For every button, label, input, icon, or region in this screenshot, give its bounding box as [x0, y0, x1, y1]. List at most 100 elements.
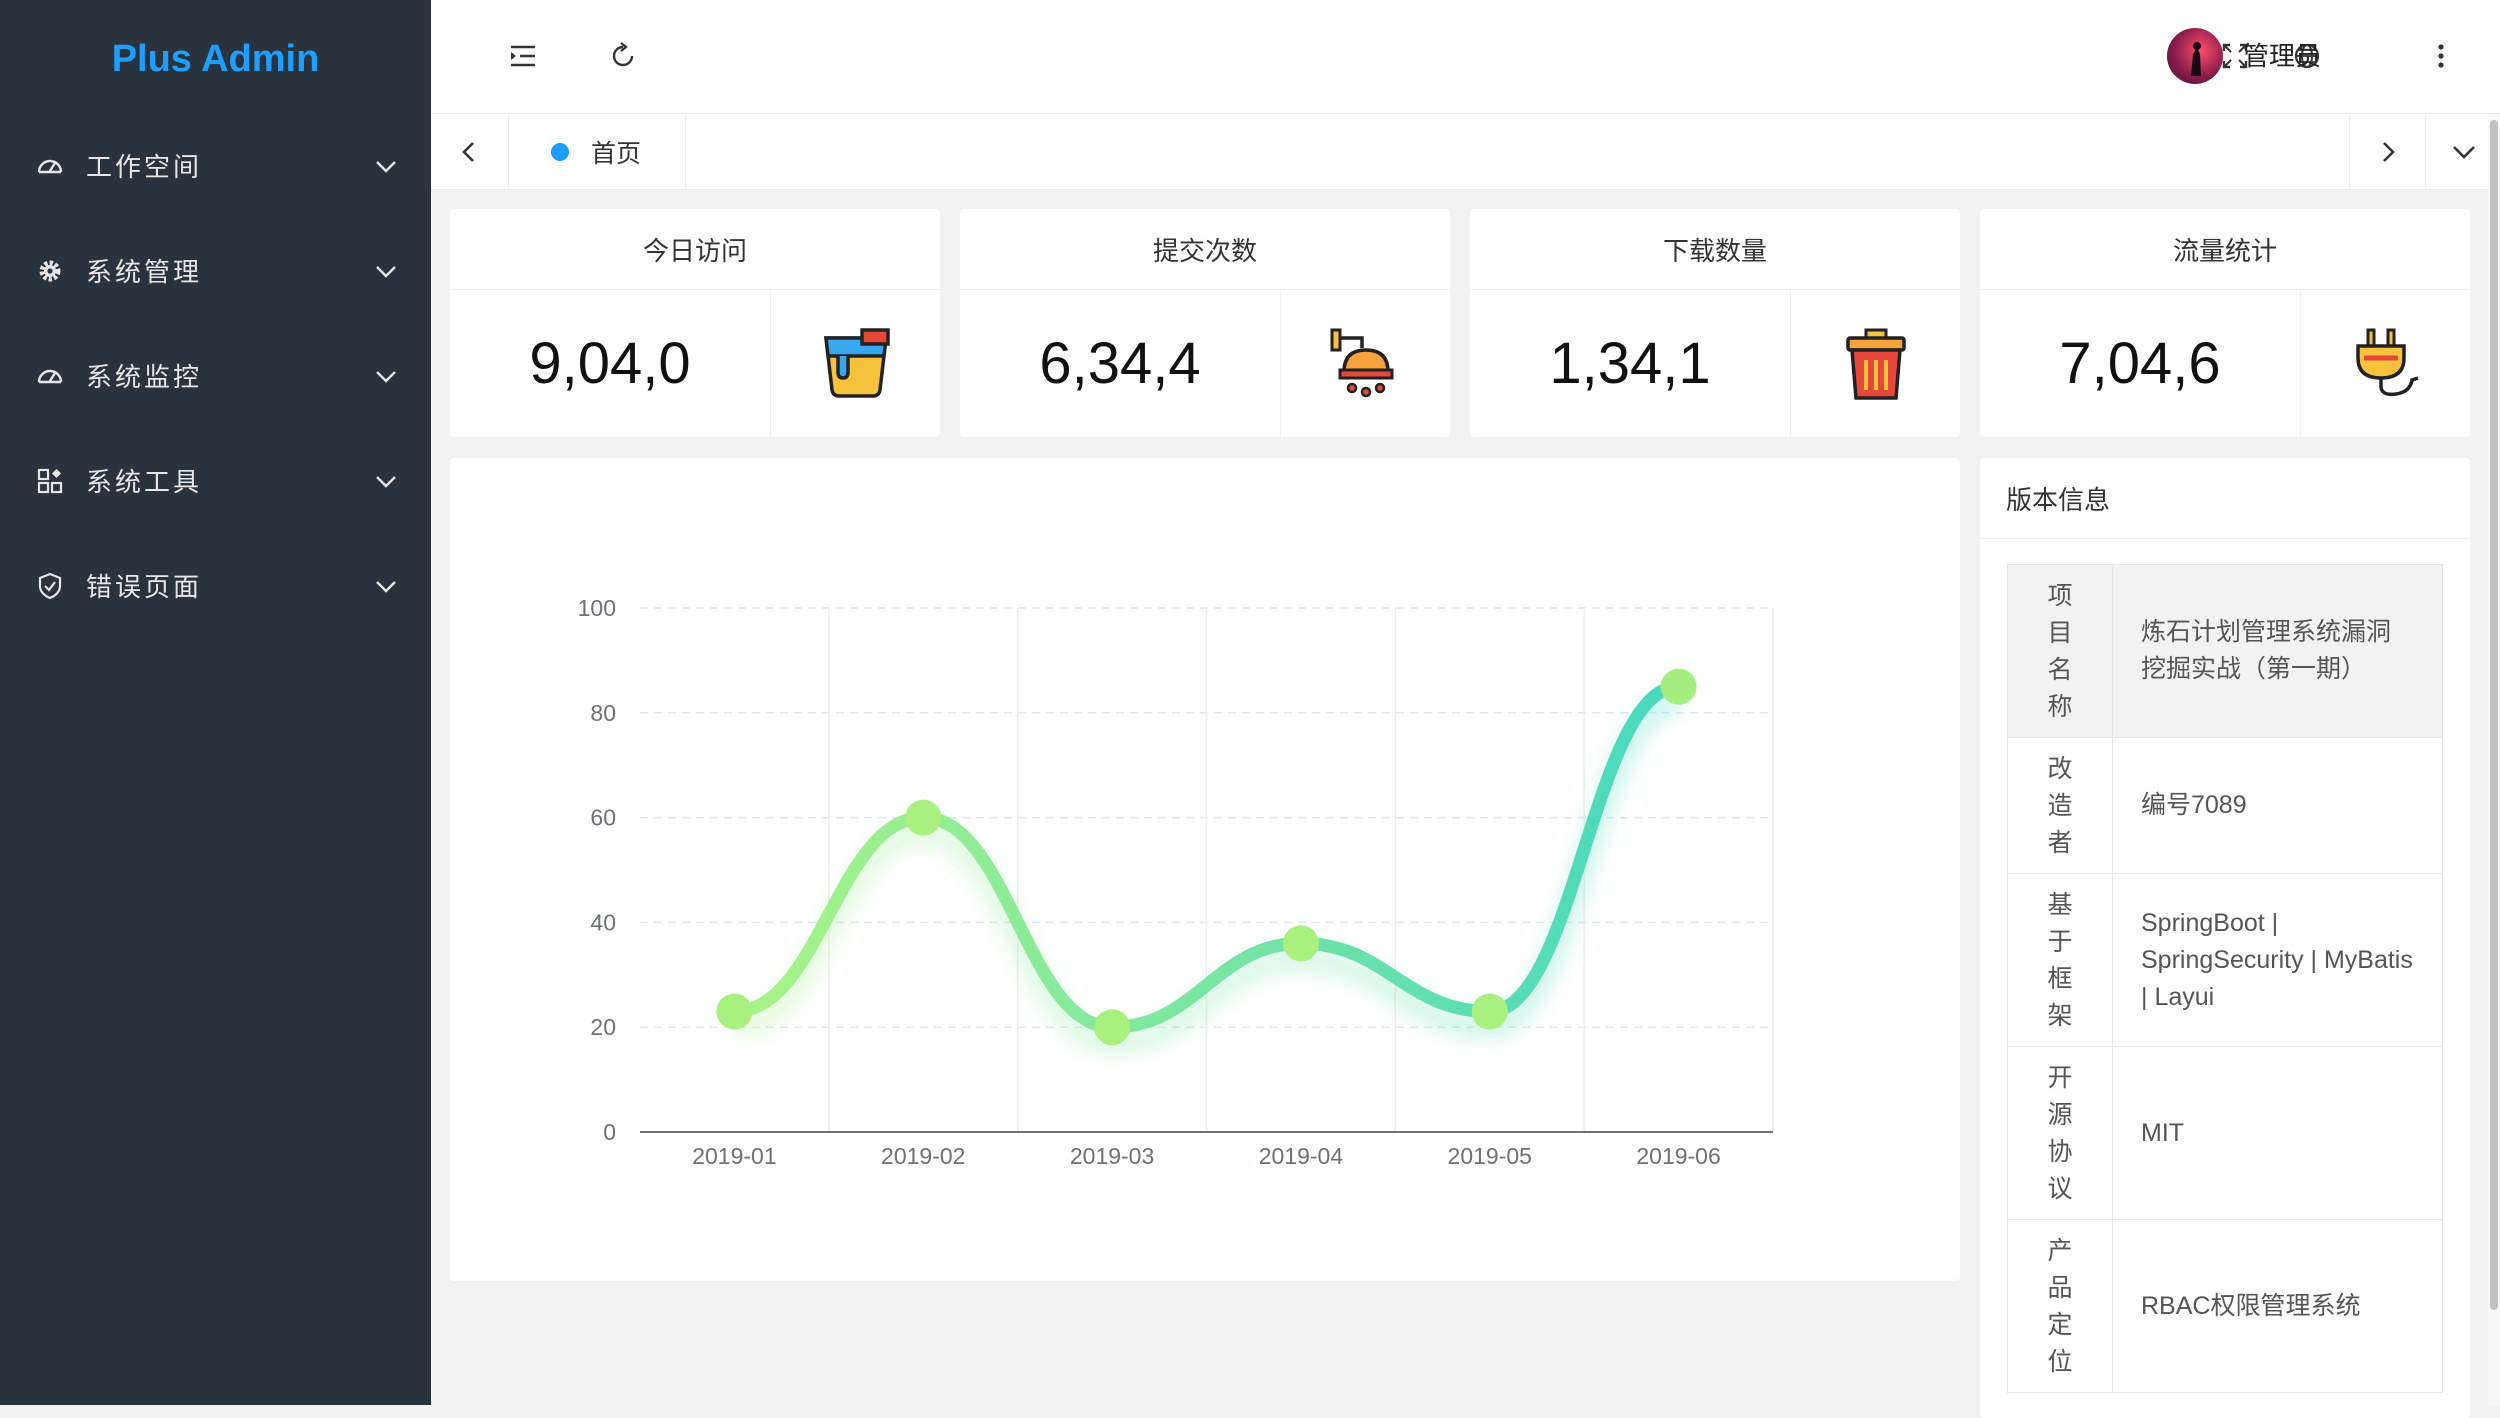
user-name[interactable]: 管理员: [2243, 42, 2322, 72]
x-tick-label: 2019-02: [881, 1143, 965, 1169]
stat-card-value: 7,04,6: [2059, 331, 2221, 396]
stat-card-submissions: 提交次数 6,34,4: [960, 209, 1450, 437]
chevron-down-icon: [376, 370, 396, 383]
table-key-cell: 基于框架: [2007, 873, 2113, 1047]
y-tick-label: 40: [590, 909, 616, 935]
version-info-panel: 版本信息 项目名称 炼石计划管理系统漏洞挖掘实战（第一期） 改造者 编号7089…: [1980, 458, 2470, 1418]
more-button[interactable]: [2413, 28, 2469, 84]
avatar[interactable]: [2167, 28, 2223, 84]
series-glow-path: [733, 693, 1680, 1053]
y-tick-label: 80: [590, 700, 616, 726]
sidebar-item-label: 错误页面: [86, 573, 203, 603]
divider: [1980, 538, 2470, 539]
table-value-cell: RBAC权限管理系统: [2112, 1219, 2443, 1393]
table-row: 项目名称 炼石计划管理系统漏洞挖掘实战（第一期）: [2007, 564, 2443, 738]
app-logo[interactable]: Plus Admin: [111, 38, 320, 80]
more-vertical-icon: [2438, 44, 2444, 68]
chevron-down-icon: [376, 475, 396, 488]
y-tick-label: 0: [603, 1119, 616, 1145]
shower-icon: [1280, 290, 1451, 437]
language-globe-icon: [2294, 43, 2320, 69]
y-tick-label: 20: [590, 1014, 616, 1040]
tab-home[interactable]: 首页: [508, 114, 686, 189]
table-row: 产品定位 RBAC权限管理系统: [2007, 1219, 2443, 1393]
menu-fold-button[interactable]: [495, 28, 551, 84]
row-key: 基于框架: [2047, 890, 2073, 1030]
panel-title: 版本信息: [2006, 485, 2111, 516]
stat-card-title: 今日访问: [450, 209, 940, 290]
sidebar-item-label: 系统监控: [86, 363, 203, 393]
version-info-table: 项目名称 炼石计划管理系统漏洞挖掘实战（第一期） 改造者 编号7089 基于框架…: [2007, 564, 2443, 1393]
power-plug-icon: [2300, 290, 2471, 437]
table-value-cell: 编号7089: [2112, 737, 2443, 874]
top-header: 管理员: [431, 0, 2500, 114]
paint-bucket-icon: [770, 290, 941, 437]
trash-bin-icon: [1790, 290, 1961, 437]
tabs-dropdown-button[interactable]: [2425, 114, 2500, 189]
series-glow: [733, 693, 1680, 1053]
table-key-cell: 项目名称: [2007, 564, 2113, 738]
x-tick-label: 2019-01: [692, 1143, 776, 1169]
row-key: 改造者: [2047, 754, 2073, 857]
sidebar-item-label: 工作空间: [86, 153, 203, 183]
sidebar-item-system-management[interactable]: 系统管理: [0, 218, 431, 323]
language-button[interactable]: [2279, 28, 2335, 84]
dashboard-icon: [34, 150, 66, 182]
table-row: 基于框架 SpringBoot | SpringSecurity | MyBat…: [2007, 873, 2443, 1047]
data-point[interactable]: [905, 799, 942, 836]
sidebar-item-system-monitor[interactable]: 系统监控: [0, 323, 431, 428]
refresh-button[interactable]: [595, 28, 651, 84]
active-tab-dot: [551, 142, 569, 161]
table-row: 改造者 编号7089: [2007, 737, 2443, 874]
data-point[interactable]: [1471, 993, 1508, 1030]
stat-card-title: 流量统计: [1980, 209, 2470, 290]
chevron-down-icon: [2452, 145, 2475, 159]
table-row: 开源协议 MIT: [2007, 1046, 2443, 1220]
stat-card-value: 1,34,1: [1549, 331, 1711, 396]
x-tick-label: 2019-05: [1448, 1143, 1532, 1169]
row-key: 产品定位: [2047, 1236, 2073, 1376]
sidebar-item-workspace[interactable]: 工作空间: [0, 113, 431, 218]
sidebar-item-system-tools[interactable]: 系统工具: [0, 428, 431, 533]
table-value-cell: SpringBoot | SpringSecurity | MyBatis | …: [2112, 873, 2443, 1047]
tabs-scroll-left-button[interactable]: [431, 114, 506, 189]
stat-card-visits: 今日访问 9,04,0: [450, 209, 940, 437]
sidebar: Plus Admin 工作空间 系统管理 系统监控 系统工具 错误页面: [0, 0, 431, 1405]
stat-card-title: 下载数量: [1470, 209, 1960, 290]
data-point[interactable]: [1282, 925, 1319, 962]
stat-card-downloads: 下载数量 1,34,1: [1470, 209, 1960, 437]
fullscreen-icon: [2222, 43, 2248, 69]
row-key: 项目名称: [2047, 581, 2073, 721]
table-value-cell: 炼石计划管理系统漏洞挖掘实战（第一期）: [2112, 564, 2443, 738]
tabs-scroll-right-button[interactable]: [2349, 114, 2425, 189]
fullscreen-button[interactable]: [2207, 28, 2263, 84]
sidebar-item-label: 系统管理: [86, 258, 203, 288]
monitor-gauge-icon: [34, 360, 66, 392]
y-tick-label: 60: [590, 805, 616, 831]
stat-card-title: 提交次数: [960, 209, 1450, 290]
data-point[interactable]: [716, 993, 753, 1030]
row-key: 开源协议: [2047, 1063, 2073, 1203]
stat-card-value: 6,34,4: [1039, 331, 1201, 396]
menu-fold-icon: [511, 45, 535, 67]
table-key-cell: 开源协议: [2007, 1046, 2113, 1220]
page-scrollbar-thumb[interactable]: [2490, 120, 2498, 1310]
stat-card-value: 9,04,0: [529, 331, 691, 396]
series-line: [727, 680, 1686, 1034]
table-key-cell: 产品定位: [2007, 1219, 2113, 1393]
x-tick-label: 2019-06: [1636, 1143, 1720, 1169]
chevron-down-icon: [376, 580, 396, 593]
chevron-down-icon: [376, 265, 396, 278]
sidebar-item-error-pages[interactable]: 错误页面: [0, 533, 431, 638]
refresh-icon: [612, 42, 634, 67]
chevron-left-icon: [461, 141, 474, 162]
stat-card-traffic: 流量统计 7,04,6: [1980, 209, 2470, 437]
data-point[interactable]: [1094, 1009, 1131, 1046]
sidebar-item-label: 系统工具: [86, 468, 203, 498]
data-point[interactable]: [1660, 668, 1697, 705]
apps-grid-icon: [34, 465, 66, 497]
visits-chart-panel: 0 20 40 60 80 100 2019-01 2019-02 2019-03 2019-04…: [450, 458, 1960, 1281]
chevron-down-icon: [376, 160, 396, 173]
y-tick-label: 100: [578, 595, 616, 621]
line-chart: 0 20 40 60 80 100 2019-01 2019-02 2019-03 2019-04…: [578, 595, 1774, 1169]
